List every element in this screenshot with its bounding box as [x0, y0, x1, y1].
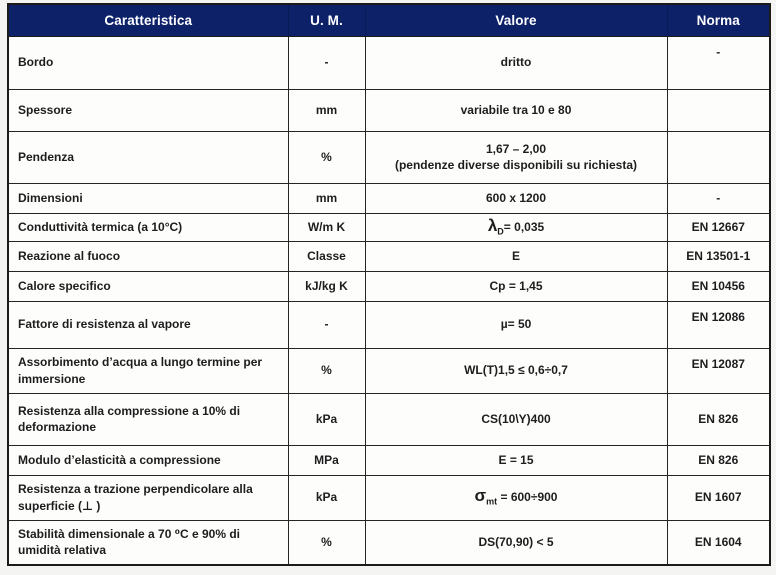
- greek-symbol: σ: [474, 486, 487, 506]
- cell-norma: EN 1607: [666, 474, 771, 521]
- table-row: Reazione al fuoco Classe E EN 13501-1: [7, 240, 771, 272]
- cell-valore: µ= 50: [364, 300, 668, 349]
- cell-valore: E = 15: [364, 444, 668, 476]
- cell-caratteristica: Assorbimento d’acqua a lungo termine per…: [7, 347, 289, 394]
- cell-um: -: [287, 300, 366, 349]
- table-row: Resistenza alla compressione a 10% di de…: [7, 392, 771, 446]
- column-header-norma: Norma: [666, 3, 771, 37]
- table-row: Dimensioni mm 600 x 1200-: [7, 182, 771, 214]
- column-header-valore: Valore: [364, 3, 668, 37]
- cell-norma: -: [666, 35, 771, 90]
- table-row: Modulo d’elasticità a compressione MPa E =…: [7, 444, 771, 476]
- greek-symbol: λ: [487, 215, 498, 235]
- cell-caratteristica: Dimensioni: [7, 182, 289, 214]
- cell-valore: 1,67 – 2,00 (pendenze diverse disponibili…: [364, 130, 668, 184]
- table-row: Calore specifico kJ/kg K Cp = 1,45 EN 10456: [7, 270, 771, 302]
- cell-valore: dritto: [364, 35, 668, 90]
- cell-um: %: [287, 347, 366, 394]
- cell-valore: WL(T)1,5 ≤ 0,6÷0,7: [364, 347, 668, 394]
- cell-um: mm: [287, 182, 366, 214]
- table-row: Resistenza a trazione perpendicolare all…: [7, 474, 771, 521]
- table-row: Fattore di resistenza al vapore - µ= 50 EN …: [7, 300, 771, 349]
- cell-caratteristica: Fattore di resistenza al vapore: [7, 300, 289, 349]
- cell-um: kJ/kg K: [287, 270, 366, 302]
- cell-um: kPa: [287, 474, 366, 521]
- cell-um: -: [287, 35, 366, 90]
- symbol-subscript: mt: [486, 496, 498, 507]
- specs-table: Caratteristica U. M. Valore Norma Bordo -…: [7, 3, 771, 566]
- cell-um: %: [287, 519, 366, 566]
- cell-um: %: [287, 130, 366, 184]
- cell-um: kPa: [287, 392, 366, 446]
- cell-valore: λD= 0,035: [364, 212, 668, 242]
- cell-norma: EN 1604: [666, 519, 771, 566]
- cell-norma: EN 10456: [666, 270, 771, 302]
- cell-norma: [666, 88, 771, 132]
- cell-valore: Cp = 1,45: [364, 270, 668, 302]
- cell-um: W/m K: [287, 212, 366, 242]
- table-row: Spessore mm variabile tra 10 e 80: [7, 88, 771, 132]
- table-row: Assorbimento d’acqua a lungo termine per…: [7, 347, 771, 394]
- table-body: Bordo - dritto - Spessore mm variabile tra 10 …: [7, 35, 771, 566]
- value-line: (pendenze diverse disponibili su richies…: [394, 158, 638, 172]
- cell-valore: CS(10\Y)400: [364, 392, 668, 446]
- table-row: Pendenza% 1,67 – 2,00 (pendenze diverse di…: [7, 130, 771, 184]
- table-row: Bordo - dritto -: [7, 35, 771, 90]
- cell-caratteristica: Modulo d’elasticità a compressione: [7, 444, 289, 476]
- cell-norma: EN 12667: [666, 212, 771, 242]
- cell-valore: E: [364, 240, 668, 272]
- cell-caratteristica: Bordo: [7, 35, 289, 90]
- cell-valore: variabile tra 10 e 80: [364, 88, 668, 132]
- cell-um: MPa: [287, 444, 366, 476]
- cell-caratteristica: Stabilità dimensionale a 70 ⁰C e 90% di …: [7, 519, 289, 566]
- cell-caratteristica: Conduttività termica (a 10°C): [7, 212, 289, 242]
- cell-caratteristica: Calore specifico: [7, 270, 289, 302]
- table-header: Caratteristica U. M. Valore Norma: [7, 3, 771, 37]
- cell-norma: [666, 130, 771, 184]
- cell-um: mm: [287, 88, 366, 132]
- symbol-subscript: D: [497, 226, 504, 237]
- cell-norma: EN 12087: [666, 347, 771, 394]
- cell-norma: EN 826: [666, 392, 771, 446]
- cell-caratteristica: Resistenza a trazione perpendicolare all…: [7, 474, 289, 521]
- cell-caratteristica: Resistenza alla compressione a 10% di de…: [7, 392, 289, 446]
- cell-caratteristica: Spessore: [7, 88, 289, 132]
- table-row: Stabilità dimensionale a 70 ⁰C e 90% di …: [7, 519, 771, 566]
- column-header-caratteristica: Caratteristica: [7, 3, 289, 37]
- cell-valore: σmt = 600÷900: [364, 474, 668, 521]
- value-line: 1,67 – 2,00: [485, 141, 547, 156]
- column-header-um: U. M.: [287, 3, 366, 37]
- header-row: Caratteristica U. M. Valore Norma: [7, 3, 771, 37]
- cell-caratteristica: Pendenza: [7, 130, 289, 184]
- cell-valore: 600 x 1200: [364, 182, 668, 214]
- cell-norma: -: [666, 182, 771, 214]
- cell-norma: EN 13501-1: [666, 240, 771, 272]
- cell-um: Classe: [287, 240, 366, 272]
- cell-caratteristica: Reazione al fuoco: [7, 240, 289, 272]
- cell-norma: EN 826: [666, 444, 771, 476]
- cell-valore: DS(70,90) < 5: [364, 519, 668, 566]
- cell-norma: EN 12086: [666, 300, 771, 349]
